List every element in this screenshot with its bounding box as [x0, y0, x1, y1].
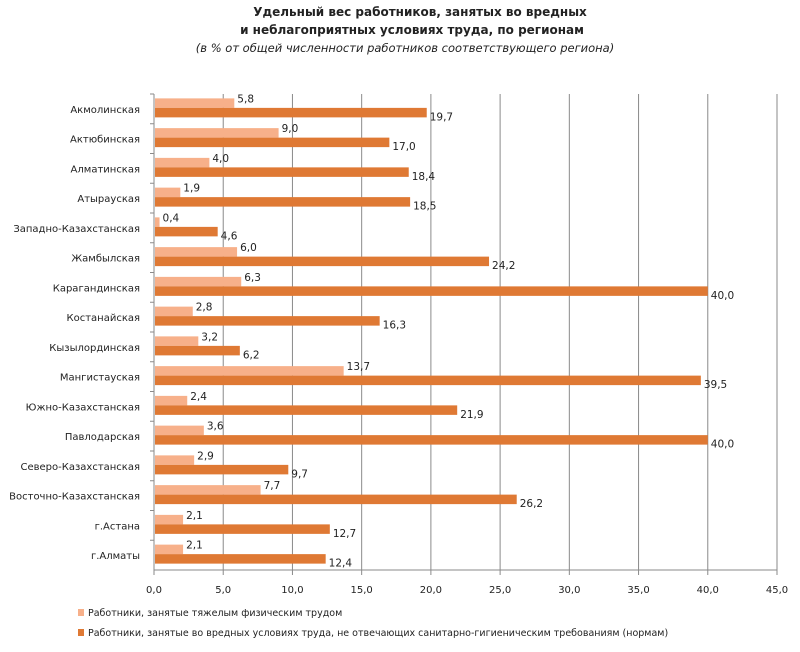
data-label: 39,5: [704, 379, 727, 391]
chart-title: Удельный вес работников, занятых во вред…: [253, 5, 587, 19]
bar-series-2: [155, 345, 240, 356]
data-label: 13,7: [347, 361, 370, 373]
bar-series-1: [155, 217, 160, 227]
data-label: 6,0: [240, 242, 257, 254]
data-label: 21,9: [460, 409, 483, 421]
legend-swatch: [78, 609, 84, 616]
data-label: 9,0: [282, 123, 299, 135]
x-tick-label: 30,0: [558, 585, 580, 596]
bar-series-2: [155, 226, 218, 237]
chart-subtitle: (в % от общей численности работников соо…: [196, 41, 614, 55]
bar-series-2: [155, 405, 458, 415]
legend-label: Работники, занятые тяжелым физическим тр…: [88, 608, 342, 619]
bar-series-2: [155, 524, 330, 534]
bar-series-1: [155, 247, 238, 257]
bar-series-2: [155, 494, 517, 505]
data-label: 0,4: [163, 212, 180, 224]
x-tick-label: 0,0: [146, 585, 162, 596]
data-label: 2,4: [190, 391, 207, 403]
data-label: 12,7: [333, 528, 356, 540]
data-label: 18,5: [413, 201, 436, 213]
x-tick-label: 10,0: [281, 585, 303, 596]
data-label: 5,8: [237, 93, 254, 105]
x-tick-label: 45,0: [766, 585, 788, 596]
category-label: г.Алматы: [91, 551, 140, 562]
data-label: 3,2: [201, 331, 218, 343]
x-tick-label: 25,0: [489, 585, 511, 596]
data-label: 1,9: [183, 183, 200, 195]
category-label: Актюбинская: [70, 135, 140, 146]
category-label: г.Астана: [95, 521, 140, 532]
x-tick-label: 15,0: [351, 585, 373, 596]
data-label: 7,7: [264, 480, 281, 492]
data-label: 6,2: [243, 349, 260, 361]
bar-series-1: [155, 336, 199, 346]
bar-series-1: [155, 395, 188, 406]
bar-series-1: [155, 98, 235, 108]
bar-series-2: [155, 464, 289, 475]
category-label: Западно-Казахстанская: [13, 224, 140, 235]
x-tick-label: 40,0: [697, 585, 719, 596]
bar-series-2: [155, 107, 427, 118]
bar-series-1: [155, 425, 204, 436]
data-label: 4,0: [212, 153, 229, 165]
category-label: Кызылординская: [49, 343, 140, 354]
bar-series-1: [155, 544, 184, 555]
data-label: 3,6: [207, 421, 224, 433]
bar-series-2: [155, 375, 701, 386]
data-label: 26,2: [520, 498, 543, 510]
x-tick-label: 20,0: [420, 585, 442, 596]
data-label: 40,0: [711, 290, 734, 302]
category-label: Мангистауская: [60, 373, 140, 384]
bar-series-1: [155, 485, 261, 495]
data-label: 19,7: [430, 111, 453, 123]
data-label: 9,7: [291, 468, 308, 480]
bar-series-2: [155, 286, 708, 296]
data-label: 2,1: [186, 510, 203, 522]
bar-series-2: [155, 435, 708, 445]
data-label: 6,3: [244, 272, 261, 284]
data-label: 24,2: [492, 260, 515, 272]
bar-series-2: [155, 137, 390, 148]
category-label: Карагандинская: [53, 283, 140, 294]
chart-title-line2: и неблагоприятных условиях труда, по рег…: [240, 23, 584, 37]
bar-series-1: [155, 514, 184, 525]
category-label: Северо-Казахстанская: [20, 462, 140, 473]
data-label: 16,3: [383, 320, 406, 332]
data-label: 2,9: [197, 450, 214, 462]
data-label: 4,6: [221, 230, 238, 242]
bar-series-1: [155, 455, 195, 465]
data-label: 17,0: [392, 141, 415, 153]
legend-swatch: [78, 629, 84, 636]
bar-series-1: [155, 187, 181, 198]
bar-series-1: [155, 128, 279, 138]
bar-series-1: [155, 157, 210, 168]
bar-series-1: [155, 276, 242, 287]
x-tick-label: 35,0: [627, 585, 649, 596]
category-label: Павлодарская: [65, 432, 140, 443]
x-tick-label: 5,0: [215, 585, 231, 596]
data-label: 2,8: [196, 302, 213, 314]
bar-series-2: [155, 316, 380, 326]
category-label: Южно-Казахстанская: [26, 402, 140, 413]
bar-series-2: [155, 256, 490, 267]
data-label: 2,1: [186, 540, 203, 552]
category-label: Восточно-Казахстанская: [9, 492, 140, 503]
data-label: 12,4: [329, 558, 353, 570]
legend-label: Работники, занятые во вредных условиях т…: [88, 628, 668, 639]
data-label: 40,0: [711, 439, 734, 451]
category-label: Атырауская: [77, 194, 140, 205]
category-label: Жамбылская: [71, 254, 140, 265]
category-label: Костанайская: [66, 313, 140, 324]
bar-series-2: [155, 554, 326, 564]
bar-series-2: [155, 167, 409, 177]
bar-series-1: [155, 366, 344, 376]
data-label: 18,4: [412, 171, 436, 183]
category-label: Алматинская: [71, 164, 140, 175]
bar-series-1: [155, 306, 193, 317]
bar-series-2: [155, 197, 411, 207]
category-label: Акмолинская: [70, 105, 140, 116]
